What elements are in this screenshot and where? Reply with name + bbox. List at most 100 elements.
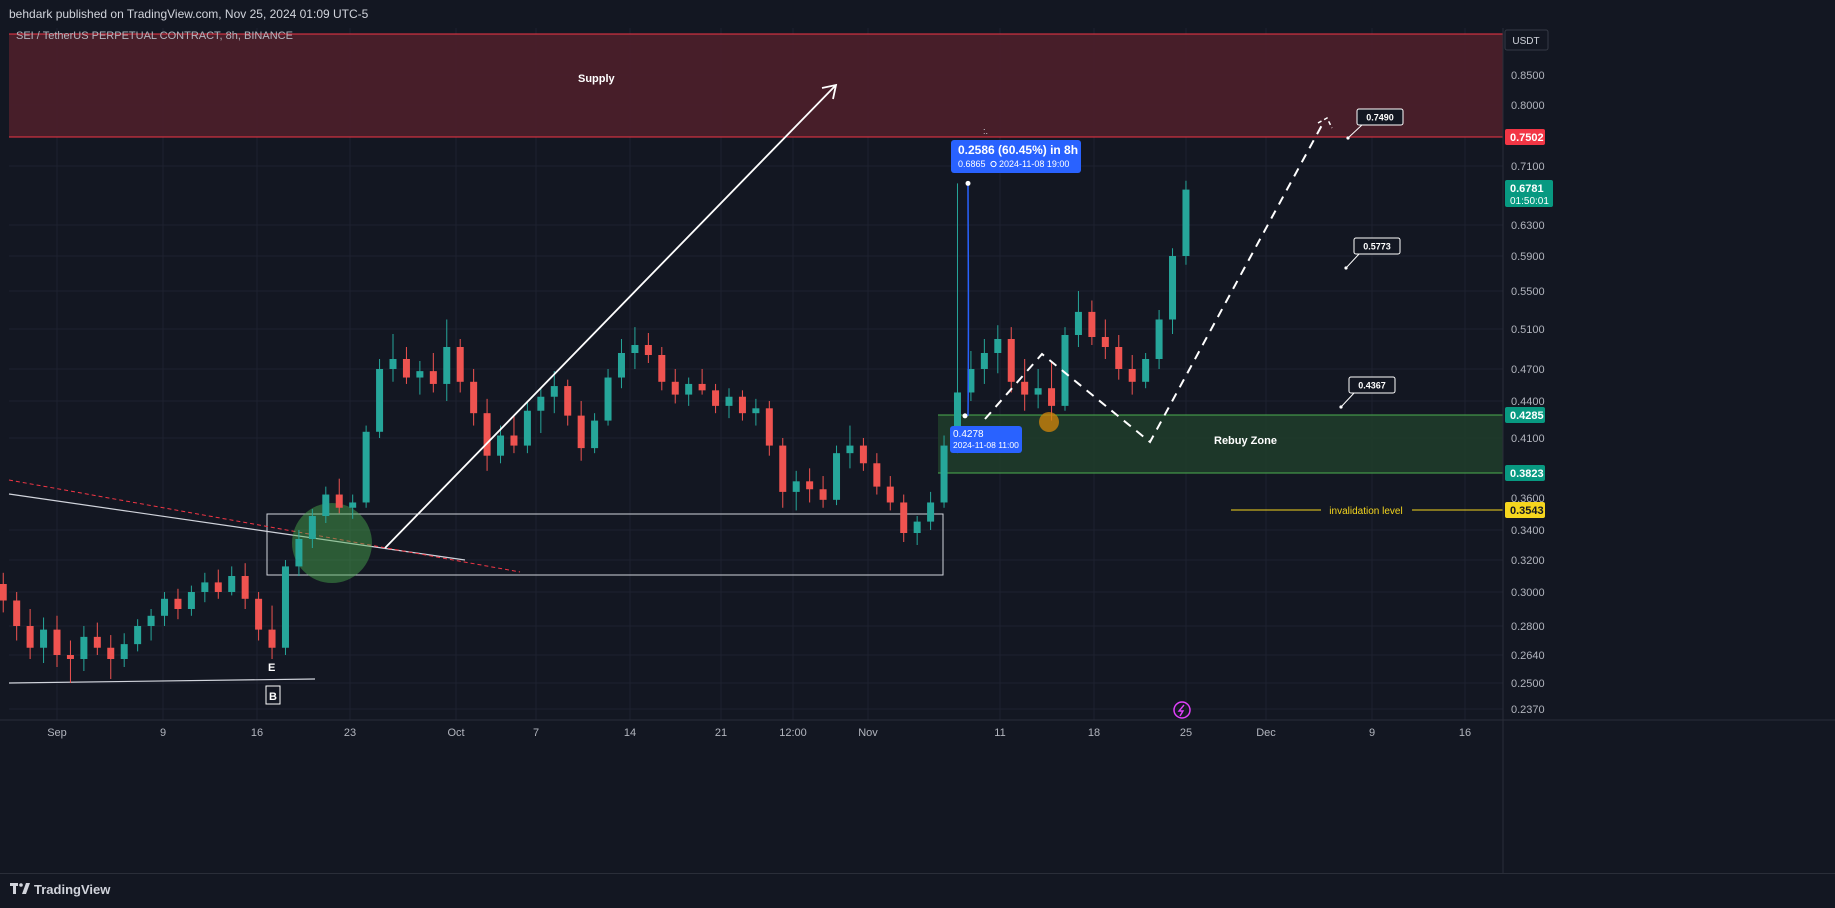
candle-body xyxy=(1142,359,1149,382)
measure-end-time: 2024-11-08 19:00 xyxy=(999,159,1069,169)
measure-end-point xyxy=(966,181,971,186)
candle-body xyxy=(994,339,1001,353)
candle-body xyxy=(846,446,853,454)
candle-body xyxy=(618,353,625,378)
candle-body xyxy=(255,599,262,630)
target-callout-point xyxy=(1339,405,1342,408)
candle-body xyxy=(860,446,867,464)
candle-body xyxy=(67,655,74,659)
candle-body xyxy=(1021,382,1028,395)
candle-body xyxy=(322,495,329,516)
time-axis-tick: 14 xyxy=(624,727,636,739)
price-tag-rebuy-top: 0.4285 xyxy=(1510,410,1544,422)
candle-body xyxy=(578,416,585,448)
rebuy-zone-label: Rebuy Zone xyxy=(1214,435,1277,447)
candle-body xyxy=(833,453,840,500)
candle-body xyxy=(1156,320,1163,360)
candle-body xyxy=(443,347,450,384)
target-callout-label: 0.5773 xyxy=(1363,242,1391,252)
time-axis-tick: 12:00 xyxy=(779,727,807,739)
candle-body xyxy=(672,382,679,395)
price-axis-tick: 0.2500 xyxy=(1511,678,1545,690)
time-axis-tick: 23 xyxy=(344,727,356,739)
candle-body xyxy=(739,397,746,413)
measure-end-price: 0.6865 xyxy=(958,159,986,169)
candle-body xyxy=(457,347,464,382)
measure-start-time: 2024-11-08 11:00 xyxy=(953,440,1019,450)
candle-body xyxy=(27,626,34,648)
candle-body xyxy=(1088,312,1095,337)
candle-body xyxy=(726,397,733,406)
candle-body xyxy=(712,390,719,406)
candle-body xyxy=(174,599,181,609)
candle-body xyxy=(295,539,302,566)
candle-body xyxy=(873,463,880,486)
price-tag-countdown: 01:50:01 xyxy=(1510,196,1549,207)
candle-body xyxy=(1115,347,1122,369)
price-axis-tick: 0.5100 xyxy=(1511,324,1545,336)
candle-body xyxy=(13,601,20,627)
candle-body xyxy=(403,359,410,378)
candle-body xyxy=(336,495,343,508)
candle-body xyxy=(685,384,692,395)
candle-body xyxy=(1075,312,1082,335)
price-axis-tick: 0.8500 xyxy=(1511,70,1545,82)
supply-zone xyxy=(9,34,1503,137)
breakout-highlight-circle xyxy=(292,503,372,583)
measure-start-price: 0.4278 xyxy=(953,429,984,440)
candle-body xyxy=(121,644,128,659)
price-tag-supply: 0.7502 xyxy=(1510,132,1544,144)
candle-body xyxy=(1102,337,1109,347)
candle-body xyxy=(282,566,289,647)
candle-body xyxy=(510,436,517,446)
candle-body xyxy=(161,599,168,616)
target-callout-point xyxy=(1346,136,1349,139)
candle-body xyxy=(537,397,544,411)
time-axis-tick: Sep xyxy=(47,727,67,739)
time-axis-tick: Oct xyxy=(447,727,464,739)
wave-label-b: B xyxy=(269,691,277,703)
candle-body xyxy=(201,582,208,592)
candle-body xyxy=(134,626,141,644)
price-tag-rebuy-bottom: 0.3823 xyxy=(1510,468,1544,480)
candle-body xyxy=(820,489,827,500)
candle-body xyxy=(699,384,706,390)
price-axis-tick: 0.4100 xyxy=(1511,433,1545,445)
currency-label: USDT xyxy=(1512,36,1539,47)
price-axis-tick: 0.5500 xyxy=(1511,286,1545,298)
candle-body xyxy=(1182,190,1189,256)
time-axis-tick: 21 xyxy=(715,727,727,739)
chart-background xyxy=(0,28,1835,873)
candle-body xyxy=(484,413,491,456)
candle-body xyxy=(551,386,558,397)
candle-body xyxy=(564,386,571,416)
candle-body xyxy=(1169,256,1176,320)
publish-info: behdark published on TradingView.com, No… xyxy=(9,7,368,21)
candle-body xyxy=(94,637,101,648)
time-axis-tick: 9 xyxy=(1369,727,1375,739)
candle-body xyxy=(470,382,477,413)
price-axis-tick: 0.8000 xyxy=(1511,100,1545,112)
price-axis-tick: 0.6300 xyxy=(1511,220,1545,232)
footer-bar: TradingView xyxy=(0,873,1835,908)
time-axis-tick: 9 xyxy=(160,727,166,739)
supply-zone-label: Supply xyxy=(578,73,616,85)
price-axis-tick: 0.2640 xyxy=(1511,650,1545,662)
candle-body xyxy=(228,576,235,592)
tradingview-brand[interactable]: TradingView xyxy=(10,882,110,897)
candle-body xyxy=(1048,388,1055,406)
brand-name: TradingView xyxy=(34,882,110,897)
emoji-marker: :. xyxy=(983,126,988,136)
price-axis-tick: 0.3200 xyxy=(1511,555,1545,567)
tradingview-logo-icon xyxy=(10,883,30,895)
candle-body xyxy=(107,648,114,659)
candle-body xyxy=(0,584,7,601)
candle-body xyxy=(430,371,437,384)
candle-body xyxy=(752,408,759,413)
target-callout-label: 0.4367 xyxy=(1358,381,1386,391)
candle-body xyxy=(779,446,786,492)
retest-marker xyxy=(1039,412,1059,432)
candle-body xyxy=(497,436,504,456)
